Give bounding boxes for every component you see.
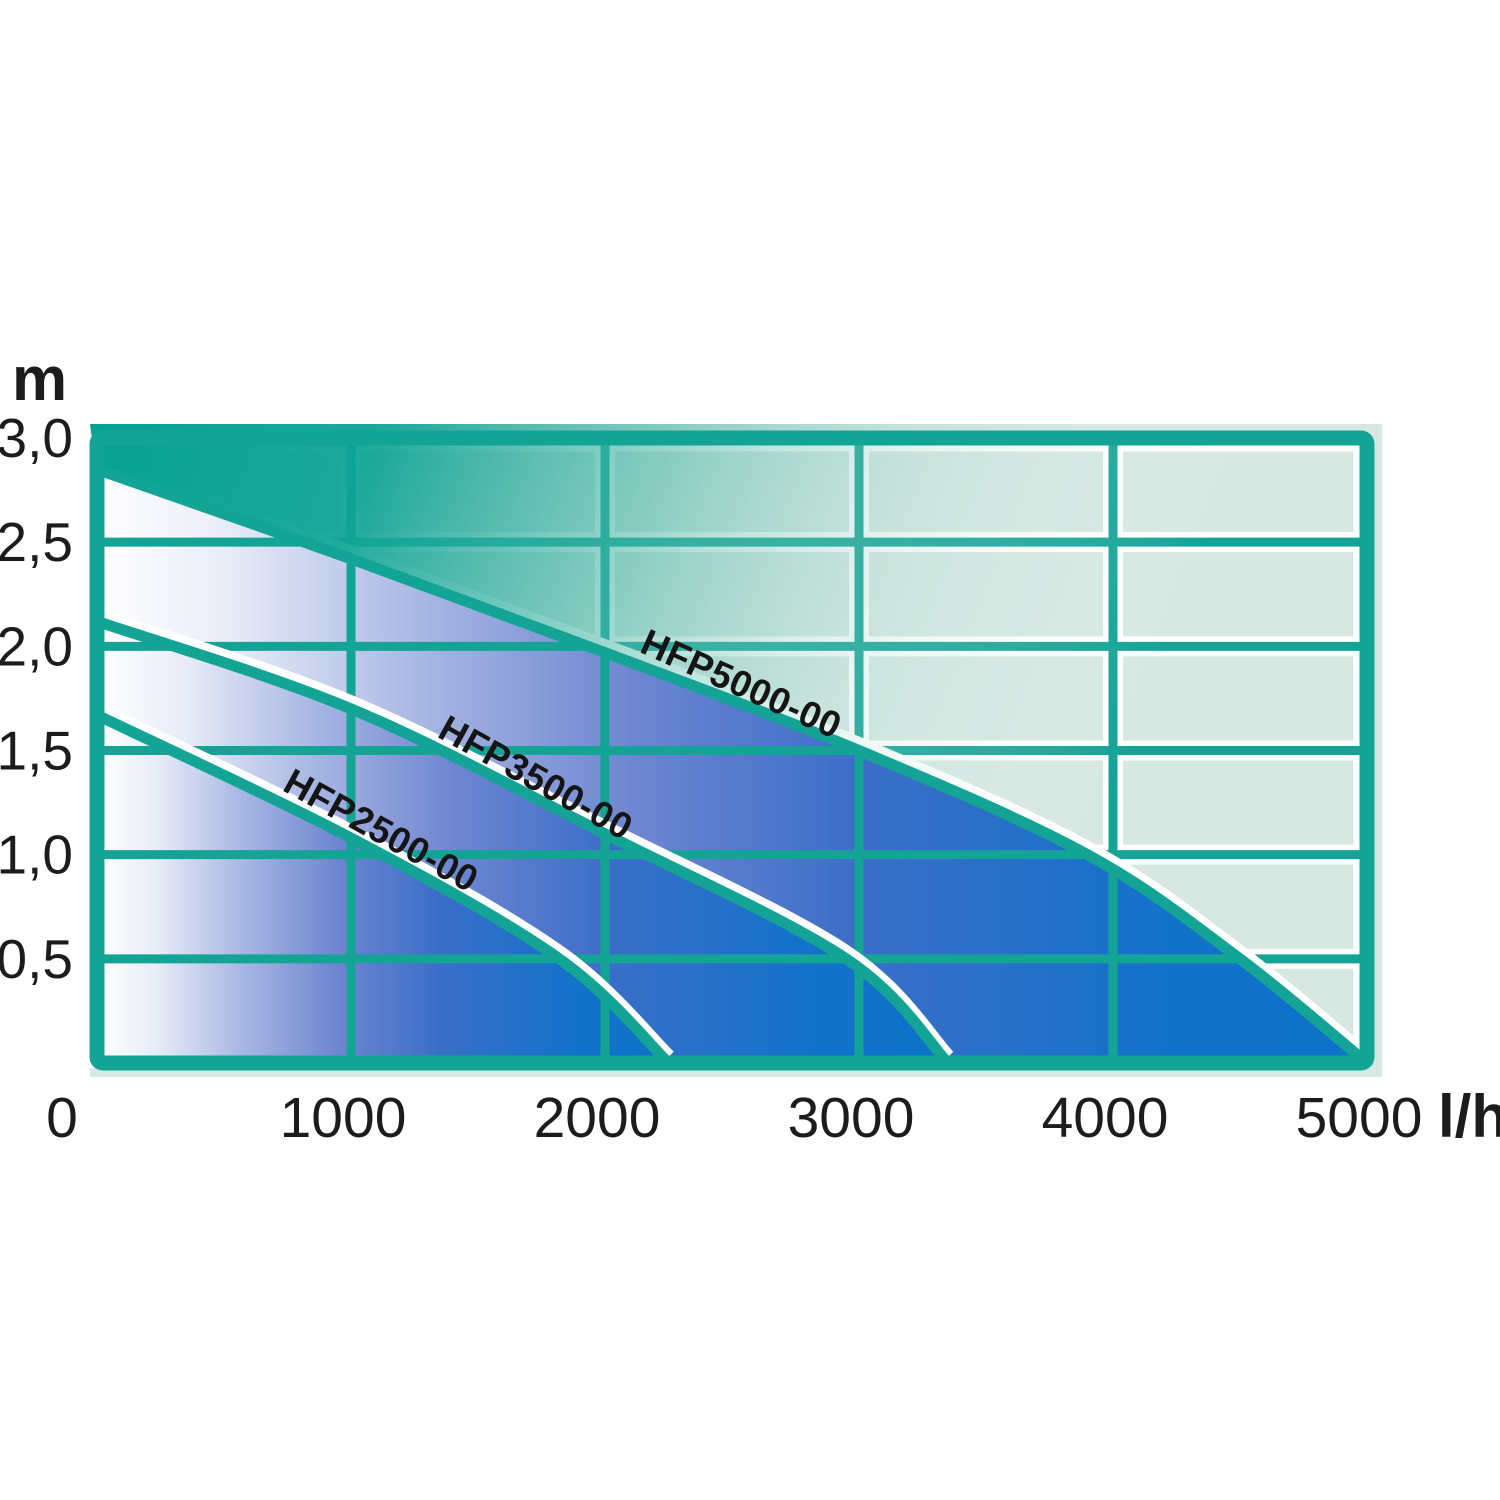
- chart-border: [89, 430, 1375, 1071]
- x-tick-5000: 5000: [1296, 1086, 1423, 1150]
- y-tick-3,0: 3,0: [0, 407, 73, 469]
- curve-HFP5000-00: [95, 464, 1371, 1068]
- x-tick-0: 0: [46, 1086, 78, 1150]
- area-HFP2500-00: [90, 714, 671, 1068]
- y-tick-2,0: 2,0: [0, 615, 73, 677]
- x-axis-unit: l/h: [1438, 1083, 1500, 1150]
- y-tick-1,0: 1,0: [0, 824, 73, 886]
- curve-HFP3500-00: [95, 616, 952, 1067]
- y-tick-2,5: 2,5: [0, 511, 73, 573]
- headroom-wedge: [90, 424, 1374, 1070]
- curve-HFP2500-00: [94, 710, 673, 1067]
- x-tick-3000: 3000: [788, 1086, 915, 1150]
- x-axis-labels: 0 1000 2000 3000 4000 5000: [46, 1086, 1422, 1150]
- x-tick-4000: 4000: [1042, 1086, 1169, 1150]
- y-tick-0,5: 0,5: [0, 928, 73, 990]
- y-axis-labels: 0,5 1,0 1,5 2,0 2,5 3,0: [0, 407, 73, 990]
- x-tick-2000: 2000: [534, 1086, 661, 1150]
- y-tick-1,5: 1,5: [0, 720, 73, 782]
- y-axis-unit: m: [12, 345, 67, 414]
- x-tick-1000: 1000: [280, 1086, 407, 1150]
